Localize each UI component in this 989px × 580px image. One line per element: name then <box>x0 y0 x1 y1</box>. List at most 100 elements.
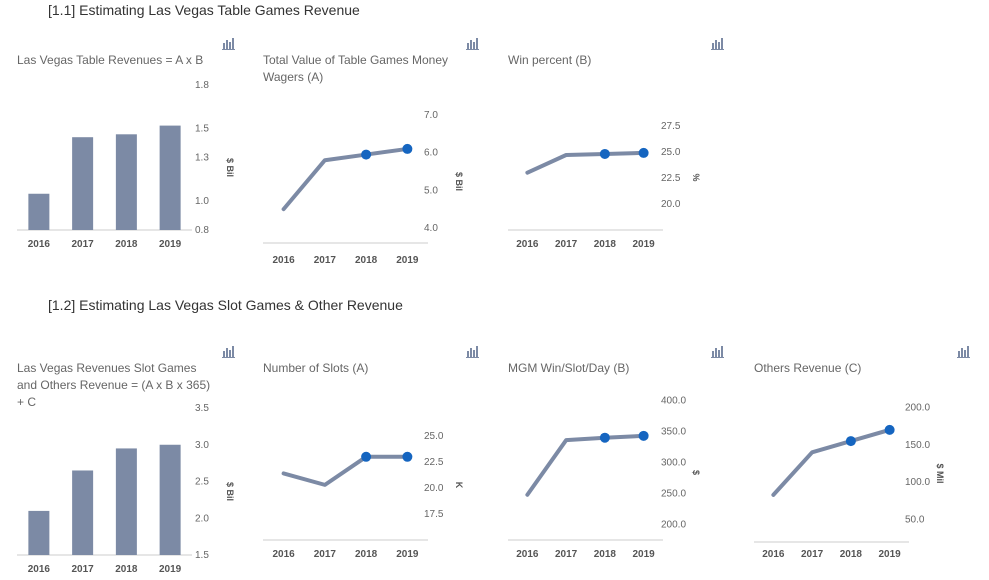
x-tick-label: 2018 <box>355 255 378 266</box>
bar-chart-icon[interactable] <box>466 38 480 50</box>
y-tick-label: 5.0 <box>424 185 438 196</box>
data-point <box>599 148 610 159</box>
chart-4: Las Vegas Revenues Slot Games and Others… <box>17 346 239 578</box>
data-point <box>638 147 649 158</box>
series-line <box>771 427 892 497</box>
chart-title: Win percent (B) <box>508 53 592 67</box>
chart-plot: 27.5 25.0 22.5 20.0% 2016 2017 2018 2019 <box>508 121 701 250</box>
y-tick-label: 2.0 <box>195 513 209 524</box>
series-line <box>525 150 646 175</box>
chart-plot: 3.5 3.0 2.5 2.0 1.5 $ Bil 2016 2017 2018 2019 <box>17 403 235 575</box>
chart-title: Others Revenue (C) <box>754 361 862 375</box>
y-tick-label: 6.0 <box>424 148 438 159</box>
x-tick-label: 2017 <box>314 255 337 266</box>
y-tick-label: 27.5 <box>661 121 681 132</box>
data-point <box>402 451 413 462</box>
x-tick-label: 2016 <box>762 549 785 560</box>
y-tick-label: 1.8 <box>195 80 209 91</box>
data-point <box>638 430 649 441</box>
x-tick-label: 2017 <box>72 564 95 575</box>
x-tick-label: 2019 <box>159 564 182 575</box>
bar <box>159 125 181 230</box>
chart-plot: 400.0 350.0 300.0 250.0 200.0 $2016 2017 2018 20… <box>508 396 701 560</box>
y-tick-label: 2.5 <box>195 477 209 488</box>
x-tick-label: 2017 <box>555 239 578 250</box>
chart-3: Win percent (B) 27.5 25.0 22.5 20.0% 2016 2017… <box>508 38 730 262</box>
chart-title: Number of Slots (A) <box>263 361 369 375</box>
y-tick-label: 150.0 <box>905 440 930 451</box>
y-tick-label: 350.0 <box>661 427 686 438</box>
bar-chart-icon[interactable] <box>222 38 236 50</box>
x-tick-label: 2019 <box>879 549 902 560</box>
series-line <box>281 454 410 487</box>
x-tick-label: 2018 <box>594 549 617 560</box>
y-tick-label: 4.0 <box>424 223 438 234</box>
section-title-table-games: [1.1] Estimating Las Vegas Table Games R… <box>48 2 360 18</box>
x-tick-label: 2016 <box>28 564 51 575</box>
y-tick-label: 50.0 <box>905 515 925 526</box>
y-axis-unit: % <box>691 173 701 181</box>
data-point <box>845 436 856 447</box>
y-axis-unit: $ Mil <box>935 463 945 483</box>
section-title-slot-games: [1.2] Estimating Las Vegas Slot Games & … <box>48 297 403 313</box>
y-tick-label: 7.0 <box>424 110 438 121</box>
chart-title: Total Value of Table Games Money Wagers … <box>263 53 448 84</box>
chart-plot: 7.0 6.0 5.0 4.0 $ Bil 2016 2017 2018 2019 <box>263 110 464 266</box>
x-tick-label: 2016 <box>273 549 296 560</box>
x-tick-label: 2019 <box>396 255 419 266</box>
bar-chart-icon[interactable] <box>711 38 725 50</box>
y-tick-label: 100.0 <box>905 477 930 488</box>
bar-chart-icon[interactable] <box>957 346 971 358</box>
data-point <box>402 143 413 154</box>
chart-6: MGM Win/Slot/Day (B) 400.0 350.0 300.0 250.0… <box>508 346 730 578</box>
y-tick-label: 1.5 <box>195 550 209 561</box>
y-tick-label: 200.0 <box>905 402 930 413</box>
x-tick-label: 2019 <box>396 549 419 560</box>
y-tick-label: 0.8 <box>195 225 209 236</box>
y-tick-label: 1.5 <box>195 124 209 135</box>
data-point <box>361 149 372 160</box>
data-point <box>599 432 610 443</box>
data-point <box>361 451 372 462</box>
x-tick-label: 2016 <box>516 239 539 250</box>
y-axis-unit: $ Bil <box>454 172 464 191</box>
chart-plot: 25.0 22.5 20.0 17.5 K 2016 2017 2018 2019 <box>263 431 464 560</box>
y-tick-label: 300.0 <box>661 458 686 469</box>
chart-plot: 1.8 1.5 1.3 1.0 0.8 $ Bil 2016 2017 2018 2019 <box>17 80 235 250</box>
y-tick-label: 22.5 <box>424 457 444 468</box>
y-tick-label: 22.5 <box>661 173 681 184</box>
x-tick-label: 2016 <box>273 255 296 266</box>
chart-1: Las Vegas Table Revenues = A x B 1.8 1.5 1.… <box>17 38 239 262</box>
x-tick-label: 2017 <box>801 549 824 560</box>
x-tick-label: 2018 <box>115 239 138 250</box>
bar-chart-icon[interactable] <box>711 346 725 358</box>
y-axis-unit: $ Bil <box>225 158 235 177</box>
y-tick-label: 3.0 <box>195 440 209 451</box>
y-tick-label: 400.0 <box>661 396 686 407</box>
bar <box>28 510 50 555</box>
y-tick-label: 17.5 <box>424 509 444 520</box>
y-axis-unit: K <box>454 482 464 489</box>
chart-plot: 200.0 150.0 100.0 50.0 $ Mil 2016 2017 2018 2019 <box>754 402 945 560</box>
x-tick-label: 2018 <box>594 239 617 250</box>
y-tick-label: 20.0 <box>424 483 444 494</box>
bar-chart-icon[interactable] <box>466 346 480 358</box>
chart-5: Number of Slots (A) 25.0 22.5 20.0 17.5 K 2016… <box>263 346 485 578</box>
bar <box>72 137 94 230</box>
chart-title: Las Vegas Table Revenues = A x B <box>17 53 204 67</box>
y-tick-label: 20.0 <box>661 199 681 210</box>
bar-chart-icon[interactable] <box>222 346 236 358</box>
chart-2: Total Value of Table Games Money Wagers … <box>263 38 485 277</box>
y-tick-label: 200.0 <box>661 520 686 531</box>
x-tick-label: 2017 <box>314 549 337 560</box>
bar <box>159 444 181 555</box>
bar <box>115 448 137 555</box>
x-tick-label: 2017 <box>555 549 578 560</box>
x-tick-label: 2018 <box>115 564 138 575</box>
y-axis-unit: $ <box>691 470 701 475</box>
chart-7: Others Revenue (C) 200.0 150.0 100.0 50.0 $ M… <box>754 346 976 578</box>
x-tick-label: 2019 <box>633 239 656 250</box>
x-tick-label: 2016 <box>516 549 539 560</box>
x-tick-label: 2017 <box>72 239 95 250</box>
x-tick-label: 2016 <box>28 239 51 250</box>
